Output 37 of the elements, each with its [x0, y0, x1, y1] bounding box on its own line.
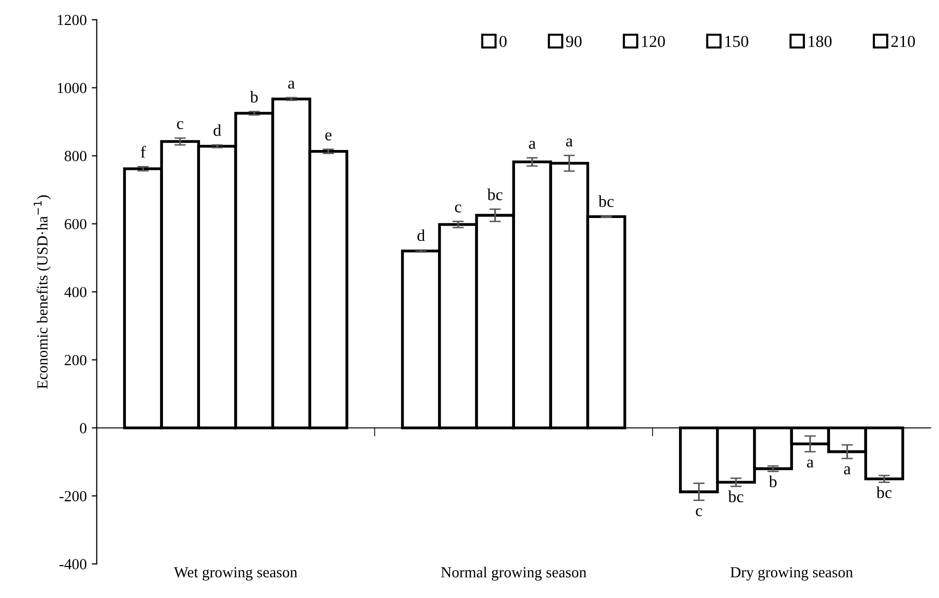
y-tick-label: 0 — [80, 423, 86, 434]
data-label: b — [768, 476, 777, 488]
data-label: a — [566, 138, 573, 146]
data-label: a — [806, 460, 814, 468]
y-tick-label: 600 — [64, 218, 86, 230]
legend-label: 150 — [725, 36, 748, 48]
y-tick-label: -400 — [60, 559, 86, 570]
data-label: d — [417, 229, 425, 242]
data-label: bc — [728, 490, 744, 502]
data-label: c — [696, 508, 702, 516]
legend-label: 210 — [891, 36, 915, 48]
data-label: e — [325, 132, 332, 140]
y-tick-label: 1000 — [58, 82, 86, 94]
y-tick-label: 1200 — [58, 14, 86, 26]
y-tick-label: 400 — [64, 286, 86, 298]
data-label: a — [529, 140, 536, 149]
data-label: a — [288, 80, 295, 89]
data-label: bc — [876, 486, 892, 498]
legend-label: 90 — [566, 36, 582, 48]
data-label: c — [454, 204, 462, 212]
y-tick-label: 800 — [64, 150, 86, 162]
y-tick-label: 200 — [64, 354, 86, 366]
data-label: f — [140, 146, 146, 158]
legend-label: 180 — [808, 36, 832, 48]
data-label: bc — [487, 188, 502, 200]
data-label: a — [844, 466, 851, 474]
data-label: b — [250, 90, 258, 103]
data-label: bc — [598, 195, 614, 208]
y-tick-label: -200 — [60, 491, 86, 502]
legend-label: 0 — [500, 36, 507, 48]
x-tick-label: Wet growing season — [174, 567, 298, 581]
data-label: c — [177, 121, 184, 130]
data-label: d — [214, 124, 222, 136]
y-axis-title: Economic benefits (USD·ha$^{−1}$) — [34, 195, 51, 389]
x-tick-label: Dry growing season — [730, 567, 853, 581]
x-tick-label: Normal growing season — [441, 566, 586, 581]
legend-label: 120 — [642, 36, 665, 48]
